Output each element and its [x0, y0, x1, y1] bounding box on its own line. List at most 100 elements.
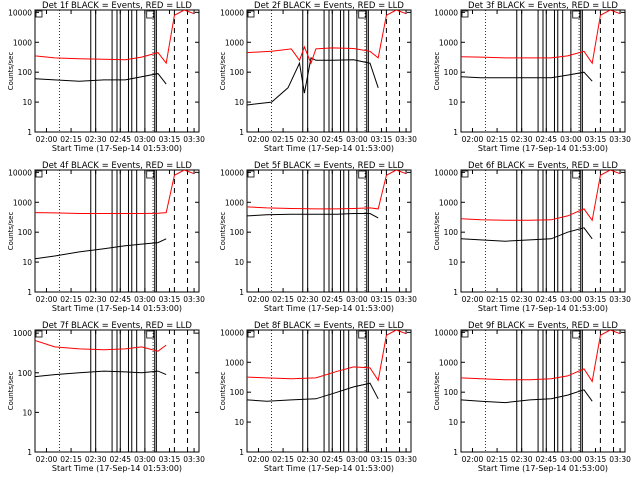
y-tick-label: 10 [234, 98, 244, 107]
x-tick-label: 02:00 [36, 295, 58, 304]
y-tick-label: 100 [444, 68, 459, 77]
x-tick-label: 03:30 [183, 455, 205, 464]
x-tick-label: 02:15 [486, 455, 508, 464]
x-tick-label: 03:00 [560, 455, 582, 464]
y-axis-label: Counts/sec [433, 212, 441, 251]
corner-box-left [461, 170, 469, 178]
x-tick-label: 02:30 [511, 455, 533, 464]
x-tick-label: 02:45 [109, 135, 131, 144]
x-tick-label: 02:15 [272, 295, 294, 304]
x-axis-label: Start Time (17-Sep-14 01:53:00) [52, 304, 182, 313]
panel-4: Det 4f BLACK = Events, RED = LLD 1 10 100 10… [7, 161, 205, 313]
series-line-red [247, 10, 407, 65]
series-line-black [35, 73, 167, 85]
panel-2: Det 2f BLACK = Events, RED = LLD 1 10 100 10… [219, 1, 417, 153]
y-tick-label: 1000 [225, 198, 244, 207]
corner-box-right [358, 330, 367, 339]
panel-title: Det 5f BLACK = Events, RED = LLD [254, 161, 404, 171]
y-tick-label: 1 [453, 448, 458, 457]
x-axis-label: Start Time (17-Sep-14 01:53:00) [52, 144, 182, 153]
y-tick-label: 100 [230, 388, 245, 397]
y-axis-label: Counts/sec [433, 372, 441, 411]
x-tick-label: 02:30 [297, 455, 319, 464]
series-line-black [461, 389, 593, 404]
corner-box-left [35, 10, 43, 18]
y-tick-label: 100 [444, 388, 459, 397]
x-tick-label: 02:45 [109, 295, 131, 304]
x-tick-label: 02:15 [272, 135, 294, 144]
panel-title: Det 3f BLACK = Events, RED = LLD [468, 1, 618, 11]
y-tick-label: 1000 [225, 358, 244, 367]
corner-box-right [572, 170, 581, 179]
series-line-red [247, 170, 407, 210]
y-axis-label: Counts/sec [7, 372, 15, 411]
x-tick-label: 02:00 [462, 135, 484, 144]
y-tick-label: 1 [239, 448, 244, 457]
series-line-red [35, 340, 167, 352]
y-tick-label: 1000 [13, 38, 32, 47]
x-tick-label: 03:30 [395, 135, 417, 144]
series-line-black [461, 71, 593, 82]
corner-box-left [247, 10, 255, 18]
panel-title: Det 4f BLACK = Events, RED = LLD [42, 161, 192, 171]
x-tick-label: 03:00 [346, 135, 368, 144]
y-tick-label: 1 [453, 128, 458, 137]
x-tick-label: 03:30 [395, 455, 417, 464]
y-tick-label: 10000 [8, 168, 32, 177]
y-tick-label: 10 [448, 258, 458, 267]
panel-7: Det 7f BLACK = Events, RED = LLD 1 10 100 10… [7, 321, 205, 473]
y-tick-label: 10000 [434, 8, 458, 17]
x-tick-label: 03:00 [560, 135, 582, 144]
panel-title: Det 9f BLACK = Events, RED = LLD [468, 321, 618, 331]
y-tick-label: 1000 [13, 329, 32, 338]
x-axis-label: Start Time (17-Sep-14 01:53:00) [264, 304, 394, 313]
panel-8: Det 8f BLACK = Events, RED = LLD 1 10 100 10… [219, 321, 417, 473]
y-tick-label: 10000 [434, 168, 458, 177]
corner-box-left [35, 170, 43, 178]
y-axis-label: Counts/sec [7, 212, 15, 251]
panel-title: Det 8f BLACK = Events, RED = LLD [254, 321, 404, 331]
y-tick-label: 100 [18, 68, 33, 77]
panel-6: Det 6f BLACK = Events, RED = LLD 1 10 100 10… [433, 161, 631, 313]
y-tick-label: 10 [448, 418, 458, 427]
corner-box-right [572, 330, 581, 339]
x-tick-label: 02:45 [535, 455, 557, 464]
y-tick-label: 1 [27, 288, 32, 297]
x-tick-label: 02:30 [511, 295, 533, 304]
x-tick-label: 02:00 [248, 455, 270, 464]
x-tick-label: 02:15 [60, 135, 82, 144]
y-tick-label: 1 [239, 128, 244, 137]
y-axis-label: Counts/sec [219, 372, 227, 411]
panel-9: Det 9f BLACK = Events, RED = LLD 1 10 100 10… [433, 321, 631, 473]
x-tick-label: 02:30 [297, 295, 319, 304]
y-axis-label: Counts/sec [219, 212, 227, 251]
series-line-black [35, 370, 167, 378]
y-tick-label: 10 [234, 258, 244, 267]
y-axis-label: Counts/sec [433, 52, 441, 91]
series-line-black [247, 382, 379, 402]
corner-box-left [35, 330, 43, 338]
x-tick-label: 02:00 [462, 455, 484, 464]
corner-box-right [146, 10, 155, 19]
x-tick-label: 02:00 [248, 295, 270, 304]
x-tick-label: 02:15 [486, 295, 508, 304]
series-line-red [35, 10, 195, 65]
x-tick-label: 03:30 [609, 295, 631, 304]
corner-box-right [358, 10, 367, 19]
y-tick-label: 100 [230, 68, 245, 77]
y-tick-label: 100 [230, 228, 245, 237]
corner-box-left [247, 330, 255, 338]
x-tick-label: 03:15 [585, 455, 607, 464]
x-tick-label: 03:15 [159, 455, 181, 464]
x-tick-label: 03:15 [159, 135, 181, 144]
x-tick-label: 03:15 [159, 295, 181, 304]
x-tick-label: 02:00 [36, 455, 58, 464]
y-tick-label: 10000 [220, 328, 244, 337]
y-tick-label: 10000 [8, 8, 32, 17]
series-line-red [35, 170, 195, 214]
series-line-red [461, 10, 621, 65]
x-tick-label: 02:45 [535, 295, 557, 304]
y-tick-label: 1000 [439, 38, 458, 47]
y-tick-label: 10000 [220, 8, 244, 17]
x-tick-label: 02:45 [321, 295, 343, 304]
